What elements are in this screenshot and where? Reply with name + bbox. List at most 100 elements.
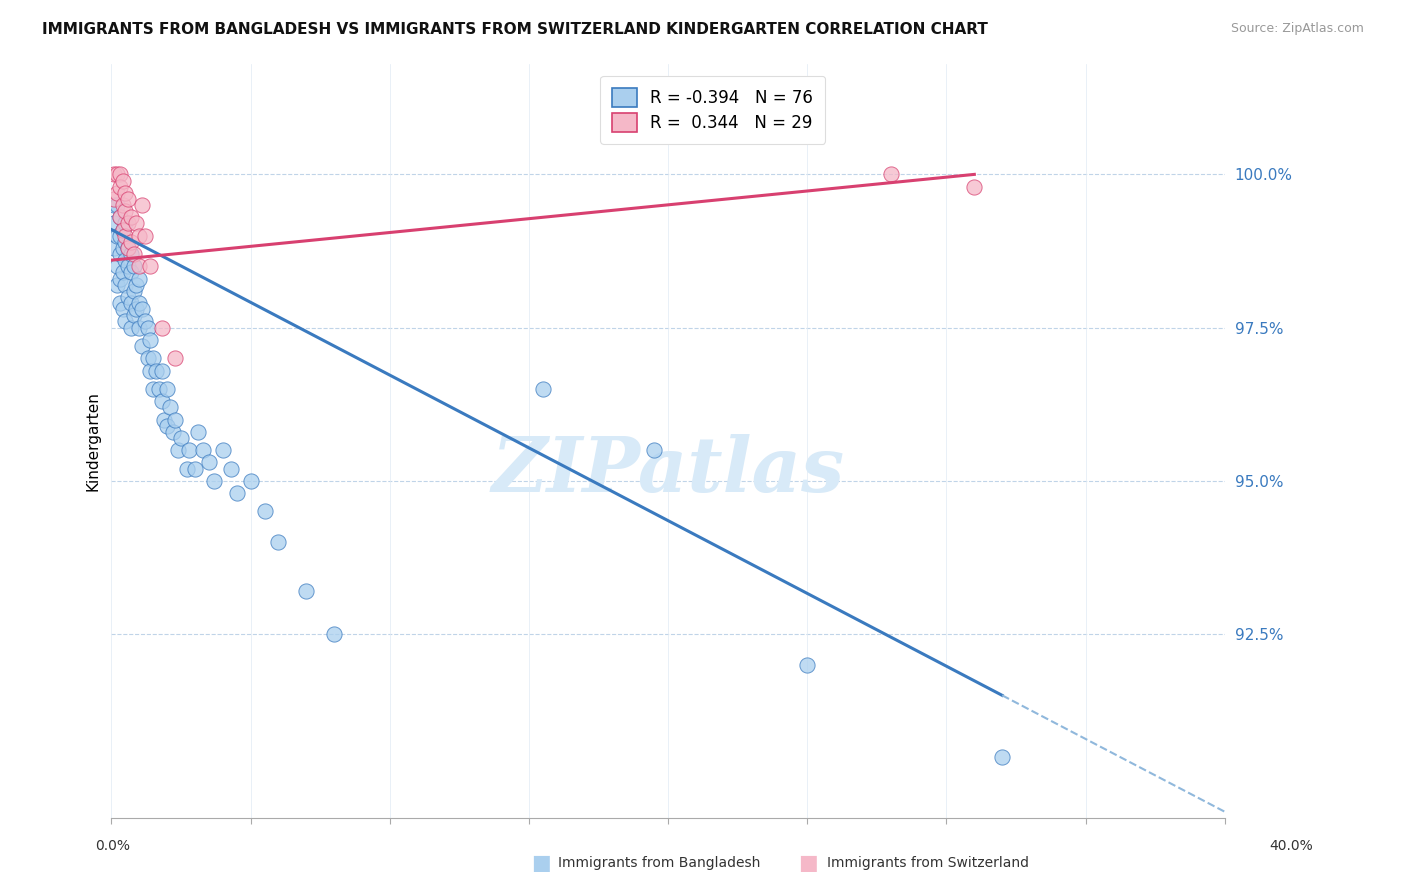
Point [156, 382, 179, 396]
Point [114, 235, 136, 249]
Point [150, 363, 173, 377]
Point [105, 167, 128, 181]
Point [108, 211, 131, 225]
Point [131, 198, 153, 212]
Point [120, 235, 142, 249]
Point [125, 277, 148, 292]
Point [103, 216, 125, 230]
Point [122, 309, 145, 323]
Point [114, 216, 136, 230]
Point [295, 584, 318, 599]
Point [211, 443, 233, 458]
Point [267, 535, 290, 549]
Point [111, 302, 134, 317]
Point [114, 277, 136, 292]
Point [120, 296, 142, 310]
Point [193, 443, 215, 458]
Point [323, 627, 346, 641]
Point [105, 260, 128, 274]
Point [111, 173, 134, 187]
Point [170, 431, 193, 445]
Point [125, 302, 148, 317]
Point [128, 260, 150, 274]
Point [167, 443, 190, 458]
Point [136, 320, 159, 334]
Text: ■: ■ [799, 854, 818, 873]
Point [105, 186, 128, 200]
Point [105, 228, 128, 243]
Point [150, 320, 173, 334]
Text: ZIPatlas: ZIPatlas [492, 434, 845, 508]
Point [179, 443, 201, 458]
Point [117, 241, 139, 255]
Text: Source: ZipAtlas.com: Source: ZipAtlas.com [1230, 22, 1364, 36]
Point [239, 474, 262, 488]
Point [128, 320, 150, 334]
Point [114, 186, 136, 200]
Point [176, 461, 198, 475]
Point [963, 179, 986, 194]
Point [108, 211, 131, 225]
Point [165, 351, 187, 366]
Point [125, 216, 148, 230]
Point [198, 455, 221, 469]
Point [142, 351, 165, 366]
Point [128, 228, 150, 243]
Text: 0.0%: 0.0% [96, 838, 131, 853]
Point [117, 290, 139, 304]
Point [643, 443, 665, 458]
Point [117, 216, 139, 230]
Y-axis label: Kindergarten: Kindergarten [86, 391, 100, 491]
Text: IMMIGRANTS FROM BANGLADESH VS IMMIGRANTS FROM SWITZERLAND KINDERGARTEN CORRELATI: IMMIGRANTS FROM BANGLADESH VS IMMIGRANTS… [42, 22, 988, 37]
Point [111, 198, 134, 212]
Point [114, 314, 136, 328]
Point [117, 241, 139, 255]
Point [120, 320, 142, 334]
Point [134, 228, 156, 243]
Text: Immigrants from Switzerland: Immigrants from Switzerland [827, 856, 1029, 871]
Text: ■: ■ [531, 854, 551, 873]
Point [120, 211, 142, 225]
Point [131, 339, 153, 353]
Point [122, 284, 145, 298]
Point [184, 461, 207, 475]
Point [880, 167, 903, 181]
Point [105, 277, 128, 292]
Point [187, 425, 209, 439]
Point [159, 401, 181, 415]
Text: 40.0%: 40.0% [1270, 838, 1313, 853]
Point [111, 265, 134, 279]
Point [145, 363, 167, 377]
Point [108, 247, 131, 261]
Point [108, 296, 131, 310]
Point [991, 749, 1014, 764]
Point [150, 394, 173, 409]
Point [165, 412, 187, 426]
Point [111, 222, 134, 236]
Point [120, 247, 142, 261]
Point [153, 412, 176, 426]
Point [253, 504, 276, 518]
Point [139, 333, 162, 347]
Point [156, 418, 179, 433]
Point [103, 241, 125, 255]
Point [108, 228, 131, 243]
Point [117, 192, 139, 206]
Point [531, 382, 554, 396]
Point [796, 657, 818, 672]
Point [162, 425, 184, 439]
Point [142, 382, 165, 396]
Point [225, 486, 247, 500]
Point [114, 253, 136, 268]
Point [122, 247, 145, 261]
Point [120, 265, 142, 279]
Point [103, 167, 125, 181]
Point [117, 260, 139, 274]
Point [108, 179, 131, 194]
Legend: R = -0.394   N = 76, R =  0.344   N = 29: R = -0.394 N = 76, R = 0.344 N = 29 [600, 76, 825, 144]
Point [202, 474, 225, 488]
Point [128, 271, 150, 285]
Point [114, 204, 136, 219]
Text: Immigrants from Bangladesh: Immigrants from Bangladesh [558, 856, 761, 871]
Point [108, 167, 131, 181]
